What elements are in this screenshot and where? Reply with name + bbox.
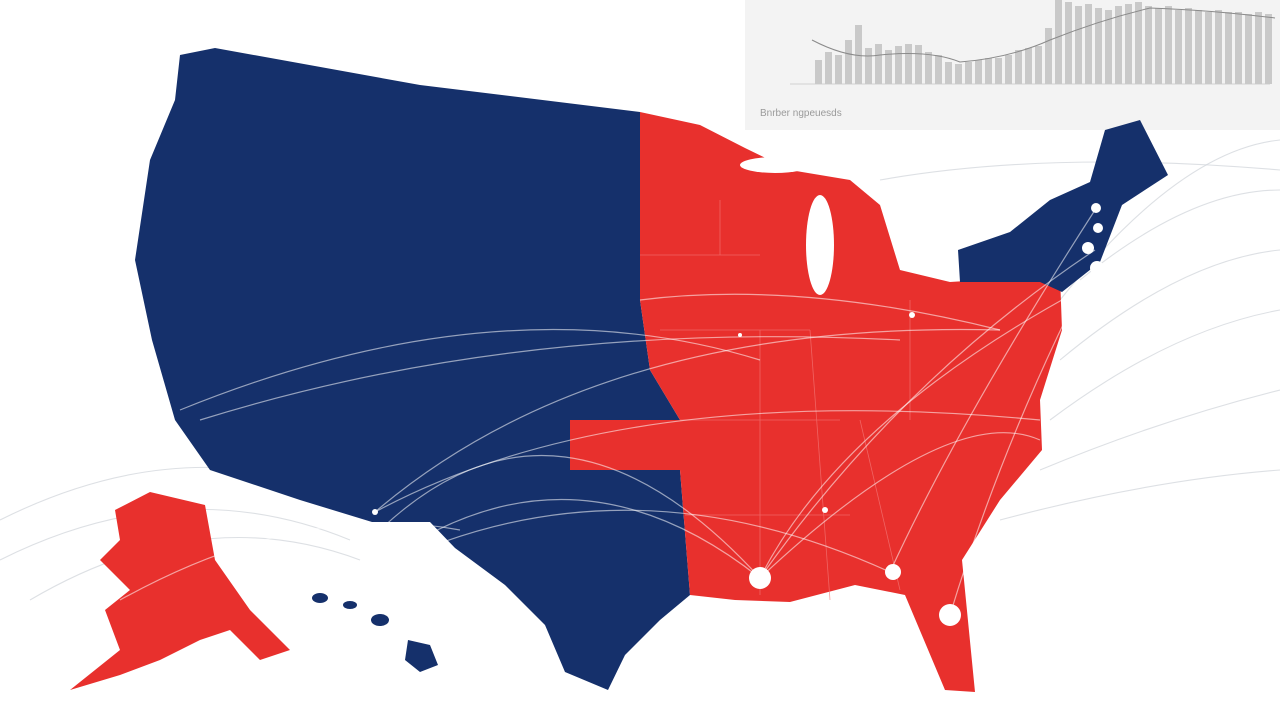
dot	[749, 567, 771, 589]
lake-superior	[740, 157, 810, 173]
bar-shape	[1135, 2, 1142, 84]
bar-shape	[905, 44, 912, 84]
bar-shape	[855, 25, 862, 84]
bar-shape	[1265, 14, 1272, 84]
bar-shape	[815, 60, 822, 84]
bar-shape	[1025, 48, 1032, 84]
dot	[1072, 282, 1088, 298]
bar-shape	[835, 55, 842, 84]
shape	[759, 249, 1096, 579]
bar-shape	[1095, 8, 1102, 84]
bar-shape	[825, 52, 832, 84]
dot	[822, 507, 828, 513]
bar-shape	[1065, 2, 1072, 84]
bar-shape	[1215, 10, 1222, 84]
bar-shape	[875, 44, 882, 84]
bar-shape	[1245, 14, 1252, 84]
shape	[639, 293, 1001, 331]
bar-shape	[925, 52, 932, 84]
dot	[909, 312, 915, 318]
shape	[199, 336, 901, 421]
arcs-foreground	[119, 209, 1096, 616]
bar-shape	[1255, 12, 1262, 84]
bar-shape	[1185, 8, 1192, 84]
shape	[119, 522, 461, 601]
dot	[1090, 261, 1104, 275]
shape	[1079, 189, 1280, 281]
shape	[339, 509, 891, 591]
bar-shape	[885, 50, 892, 84]
bar-shape	[1225, 12, 1232, 84]
bar-shape	[1165, 6, 1172, 84]
bar-shape	[1035, 46, 1042, 84]
bar-shape	[1125, 4, 1132, 84]
shape	[1059, 249, 1280, 361]
bar-shape	[1055, 0, 1062, 84]
shape	[374, 328, 1001, 513]
region-northeast	[958, 120, 1168, 292]
shape	[405, 640, 438, 672]
dot	[372, 509, 378, 515]
state-borders	[640, 200, 911, 601]
shape	[374, 410, 1041, 513]
bar-shape	[1235, 12, 1242, 84]
bar-shape	[1075, 6, 1082, 84]
shape	[999, 469, 1280, 521]
shape	[640, 200, 911, 601]
bar-shape	[1145, 6, 1152, 84]
dot	[1091, 203, 1101, 213]
shape	[949, 289, 1081, 616]
bar-shape	[865, 48, 872, 84]
shape	[312, 593, 328, 603]
bar-shape	[975, 60, 982, 84]
inset-caption: Bnrber ngpeuesds	[760, 108, 842, 119]
shape	[1039, 389, 1280, 471]
shape	[359, 498, 761, 581]
region-alaska	[70, 492, 290, 690]
shape	[1049, 309, 1280, 421]
dot	[939, 604, 961, 626]
bar-shape	[1105, 10, 1112, 84]
shape	[179, 329, 761, 411]
shape	[889, 209, 1096, 573]
city-dots	[372, 203, 1104, 626]
bar-shape	[995, 58, 1002, 84]
shape	[879, 161, 1280, 181]
bar-shape	[955, 64, 962, 84]
dot	[1082, 242, 1094, 254]
region-hawaii	[312, 593, 438, 672]
bar-shape	[1115, 6, 1122, 84]
bar-shape	[915, 45, 922, 84]
bar-shape	[1085, 4, 1092, 84]
inset-bars	[815, 0, 1272, 84]
bar-shape	[845, 40, 852, 84]
bar-shape	[985, 58, 992, 84]
bar-shape	[1005, 55, 1012, 84]
bar-shape	[945, 62, 952, 84]
region-central	[570, 112, 1062, 692]
bar-shape	[965, 62, 972, 84]
shape	[379, 454, 761, 579]
bar-shape	[1175, 10, 1182, 84]
region-west	[135, 48, 690, 690]
shape	[343, 601, 357, 609]
shape	[371, 614, 389, 626]
dot	[738, 333, 742, 337]
bar-shape	[1045, 28, 1052, 84]
bar-shape	[1155, 8, 1162, 84]
bar-shape	[1195, 10, 1202, 84]
dot	[1093, 223, 1103, 233]
lake-michigan	[806, 195, 834, 295]
bar-shape	[1205, 12, 1212, 84]
bar-shape	[935, 55, 942, 84]
inset-line	[811, 7, 1276, 63]
bar-shape	[895, 46, 902, 84]
dot	[885, 564, 901, 580]
shape	[759, 289, 1081, 579]
bar-shape	[1015, 50, 1022, 84]
inset-chart: Bnrber ngpeuesds	[745, 0, 1280, 130]
